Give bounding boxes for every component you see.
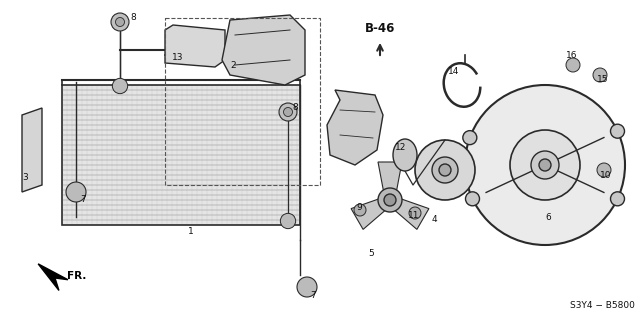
Circle shape <box>297 277 317 297</box>
Text: 9: 9 <box>356 204 362 212</box>
Circle shape <box>279 103 297 121</box>
Text: 16: 16 <box>566 50 577 60</box>
Circle shape <box>384 194 396 206</box>
Polygon shape <box>327 90 383 165</box>
Text: 4: 4 <box>432 216 438 225</box>
Text: 15: 15 <box>597 76 609 85</box>
Text: B-46: B-46 <box>365 21 395 34</box>
Text: 8: 8 <box>130 12 136 21</box>
Polygon shape <box>222 15 305 85</box>
Text: 8: 8 <box>292 103 298 113</box>
Circle shape <box>111 13 129 31</box>
Bar <box>165 18 320 185</box>
Circle shape <box>510 130 580 200</box>
Polygon shape <box>22 108 42 192</box>
Circle shape <box>531 151 559 179</box>
Text: 1: 1 <box>188 227 194 236</box>
Circle shape <box>409 207 421 219</box>
Circle shape <box>539 159 551 171</box>
Text: 7: 7 <box>80 196 86 204</box>
Text: 11: 11 <box>408 211 419 219</box>
Circle shape <box>280 213 296 229</box>
Circle shape <box>611 124 625 138</box>
Circle shape <box>611 192 625 206</box>
Circle shape <box>66 182 86 202</box>
Circle shape <box>566 58 580 72</box>
Text: 2: 2 <box>230 61 236 70</box>
Circle shape <box>597 163 611 177</box>
Circle shape <box>378 188 402 212</box>
Text: 10: 10 <box>600 170 611 180</box>
Circle shape <box>354 204 366 216</box>
Circle shape <box>284 108 292 116</box>
Text: 12: 12 <box>395 144 406 152</box>
Circle shape <box>115 18 125 26</box>
Circle shape <box>465 85 625 245</box>
Text: S3Y4 − B5800: S3Y4 − B5800 <box>570 300 635 309</box>
Text: 13: 13 <box>172 53 184 62</box>
Bar <box>62 85 300 225</box>
Circle shape <box>465 192 479 206</box>
Circle shape <box>432 157 458 183</box>
Polygon shape <box>165 25 225 67</box>
Polygon shape <box>378 162 402 200</box>
Text: 3: 3 <box>22 174 28 182</box>
Text: 6: 6 <box>545 213 551 222</box>
Text: 5: 5 <box>368 249 374 258</box>
Polygon shape <box>351 196 392 229</box>
Circle shape <box>415 140 475 200</box>
Polygon shape <box>388 196 429 229</box>
Polygon shape <box>38 264 68 290</box>
Text: 7: 7 <box>310 291 316 300</box>
Text: FR.: FR. <box>67 271 86 281</box>
Ellipse shape <box>393 139 417 171</box>
Circle shape <box>113 78 127 94</box>
Text: 14: 14 <box>448 68 460 77</box>
Circle shape <box>439 164 451 176</box>
Circle shape <box>593 68 607 82</box>
Circle shape <box>463 131 477 145</box>
